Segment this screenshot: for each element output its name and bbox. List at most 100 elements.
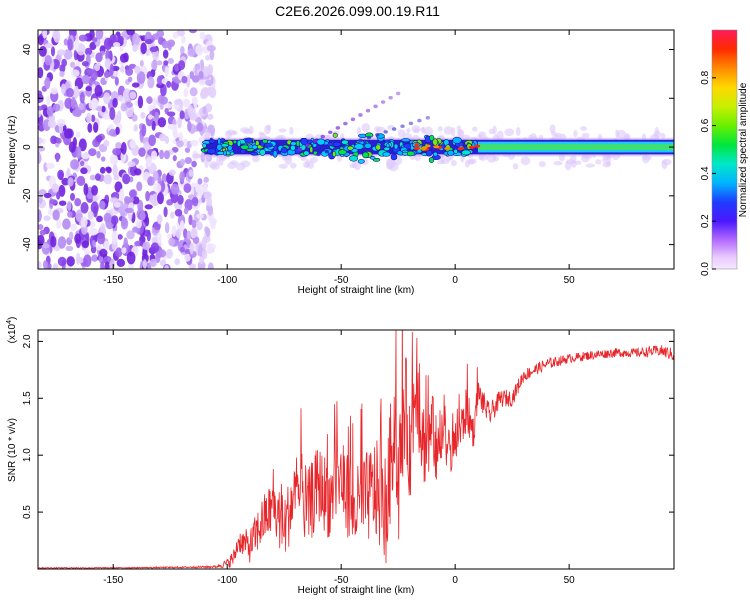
noise-blob bbox=[38, 209, 42, 223]
noise-blob bbox=[95, 135, 103, 143]
noise-blob bbox=[125, 104, 134, 118]
haze-blob bbox=[492, 156, 500, 162]
noise-blob bbox=[61, 58, 68, 67]
noise-blob bbox=[73, 85, 79, 99]
noise-blob bbox=[168, 169, 176, 176]
noise-blob bbox=[172, 155, 177, 162]
noise-blob bbox=[184, 253, 191, 262]
signal-speck bbox=[385, 143, 390, 148]
noise-blob bbox=[170, 211, 175, 219]
signal-hotspot bbox=[444, 146, 451, 150]
haze-blob bbox=[437, 126, 443, 132]
noise-blob bbox=[167, 123, 176, 130]
noise-blob bbox=[103, 256, 112, 265]
x-tick-label: -150 bbox=[103, 275, 123, 286]
noise-blob bbox=[95, 244, 103, 251]
noise-blob bbox=[109, 153, 119, 166]
noise-blob bbox=[181, 75, 188, 84]
streak-blob bbox=[395, 91, 401, 96]
streak-blob bbox=[350, 117, 356, 122]
colorbar-tick-label: 0.4 bbox=[700, 166, 711, 180]
noise-blob bbox=[114, 76, 119, 86]
signal-speck bbox=[264, 142, 273, 148]
streak-blob bbox=[408, 121, 414, 126]
haze-blob bbox=[456, 125, 461, 131]
signal-speck bbox=[208, 138, 216, 144]
noise-blob bbox=[206, 45, 216, 52]
haze-blob bbox=[581, 154, 590, 163]
haze-blob bbox=[278, 163, 288, 169]
haze-blob bbox=[575, 160, 582, 165]
signal-hotspot bbox=[468, 145, 475, 149]
signal-hotspot bbox=[414, 143, 419, 147]
y-tick-label: -40 bbox=[22, 237, 33, 252]
noise-blob bbox=[191, 219, 197, 229]
noise-blob bbox=[207, 262, 214, 269]
noise-blob bbox=[171, 225, 177, 237]
noise-blob bbox=[174, 208, 183, 217]
noise-blob bbox=[174, 258, 180, 265]
colorbar-ticks: 0.0 0.2 0.4 0.6 0.8 bbox=[700, 70, 716, 276]
noise-blob bbox=[48, 208, 53, 216]
noise-blob bbox=[42, 30, 48, 39]
noise-blob bbox=[175, 228, 182, 239]
noise-blob bbox=[70, 159, 80, 170]
noise-blob bbox=[194, 63, 201, 70]
spectrogram-y-ticks: -40 -20 0 20 40 bbox=[22, 44, 674, 252]
haze-blob bbox=[309, 156, 318, 164]
noise-blob bbox=[180, 45, 185, 56]
noise-blob bbox=[210, 219, 216, 230]
noise-blob bbox=[203, 191, 212, 200]
noise-blob bbox=[123, 237, 128, 251]
noise-blob bbox=[96, 150, 101, 159]
x-tick-label: -100 bbox=[217, 275, 237, 286]
signal-clean-core bbox=[477, 144, 674, 150]
noise-blob bbox=[177, 194, 184, 205]
noise-blob bbox=[38, 234, 45, 247]
noise-blob bbox=[177, 60, 186, 71]
noise-blob bbox=[164, 66, 170, 78]
signal-speck bbox=[348, 155, 359, 162]
signal-speck bbox=[364, 142, 372, 149]
y-tick-label: 1.0 bbox=[22, 448, 33, 462]
noise-blob bbox=[198, 70, 204, 78]
noise-blob bbox=[183, 88, 189, 98]
signal-speck bbox=[300, 137, 308, 146]
signal-speck bbox=[393, 143, 399, 150]
streak-blob bbox=[316, 152, 321, 157]
noise-blob bbox=[104, 261, 110, 269]
y-tick-label: 20 bbox=[22, 92, 33, 104]
noise-blob bbox=[66, 167, 71, 178]
noise-blob bbox=[103, 140, 110, 147]
streak-blob bbox=[328, 130, 333, 135]
haze-blob bbox=[411, 125, 421, 134]
noise-blob bbox=[126, 30, 135, 36]
noise-blob bbox=[93, 122, 99, 133]
signal-speck bbox=[375, 144, 382, 151]
noise-blob bbox=[121, 216, 127, 227]
noise-blob bbox=[63, 48, 73, 60]
streak-blob bbox=[380, 100, 386, 104]
noise-blob bbox=[189, 243, 194, 255]
signal-speck bbox=[332, 151, 337, 158]
snr-trace bbox=[38, 330, 674, 569]
x-tick-label: 0 bbox=[452, 275, 458, 286]
haze-blob bbox=[520, 156, 531, 166]
haze-blob bbox=[290, 162, 297, 169]
streak-blob bbox=[343, 121, 348, 126]
noise-blob bbox=[188, 214, 193, 226]
noise-blob bbox=[65, 87, 75, 98]
haze-blob bbox=[464, 159, 470, 168]
colorbar-frame bbox=[711, 29, 738, 270]
haze-blob bbox=[443, 126, 454, 135]
noise-blob bbox=[144, 204, 153, 210]
noise-blob bbox=[103, 70, 110, 79]
noise-blob bbox=[206, 243, 214, 255]
noise-blob bbox=[67, 177, 74, 187]
noise-blob bbox=[39, 229, 47, 236]
spectrogram-panel: -150 -100 -50 0 50 -40 -20 0 20 40 Height of str… bbox=[7, 29, 675, 296]
noise-blob bbox=[38, 137, 43, 145]
noise-blob bbox=[104, 58, 112, 70]
noise-blob bbox=[55, 137, 62, 144]
noise-blob bbox=[128, 189, 137, 198]
